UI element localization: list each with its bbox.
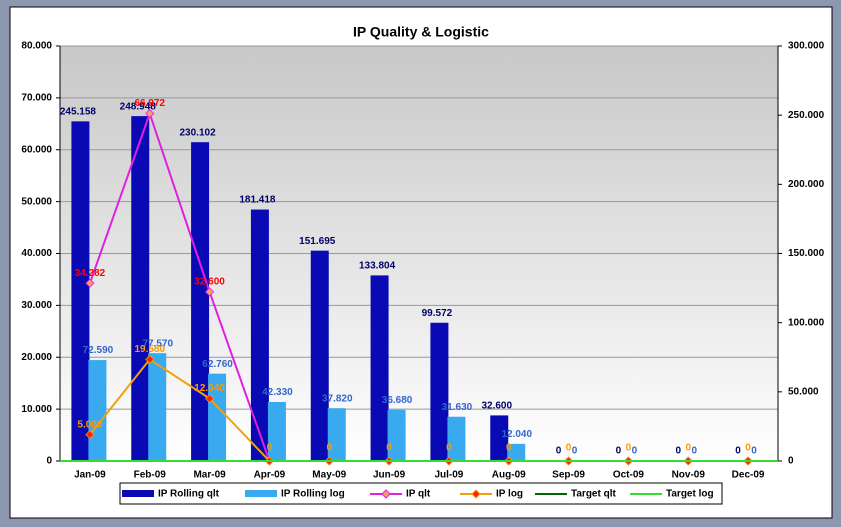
x-tick-label: Dec-09 xyxy=(732,470,765,481)
legend-label: Target qlt xyxy=(571,489,616,500)
data-label: 12.040 xyxy=(194,383,225,394)
bar xyxy=(430,322,449,462)
data-label: 0 xyxy=(626,443,632,454)
data-label: 230.102 xyxy=(180,127,217,138)
data-label: 0 xyxy=(446,443,452,454)
data-label: 19.580 xyxy=(134,344,165,355)
data-label: 37.820 xyxy=(322,393,353,404)
data-label: 36.680 xyxy=(382,395,413,406)
x-tick-label: May-09 xyxy=(312,470,346,481)
x-tick-label: Jan-09 xyxy=(74,470,106,481)
data-label: 12.040 xyxy=(501,429,532,440)
data-label: 0 xyxy=(506,443,512,454)
x-tick-label: Jun-09 xyxy=(373,470,406,481)
y2-tick-label: 300.000 xyxy=(788,41,825,52)
data-label: 32.600 xyxy=(481,401,512,412)
data-label: 0 xyxy=(685,443,691,454)
data-label: 0 xyxy=(572,446,578,457)
data-label: 77.570 xyxy=(142,338,173,349)
marker xyxy=(85,430,95,440)
data-label: 72.590 xyxy=(83,345,114,356)
y2-tick-label: 50.000 xyxy=(788,386,819,397)
bar xyxy=(310,250,329,462)
data-label: 66.972 xyxy=(134,98,165,109)
x-tick-label: Apr-09 xyxy=(254,470,286,481)
x-tick-label: Jul-09 xyxy=(434,470,463,481)
data-label: 0 xyxy=(735,446,741,457)
data-label: 0 xyxy=(566,443,572,454)
bar xyxy=(370,275,389,462)
legend-swatch xyxy=(122,490,154,497)
bar xyxy=(88,360,107,462)
data-label: 0 xyxy=(386,443,392,454)
data-label: 0 xyxy=(267,443,273,454)
data-label: 133.804 xyxy=(359,261,396,272)
y-tick-label: 10.000 xyxy=(21,404,52,415)
y2-tick-label: 100.000 xyxy=(788,317,825,328)
legend-swatch xyxy=(245,490,277,497)
data-label: 0 xyxy=(326,443,332,454)
marker xyxy=(145,109,155,119)
legend-marker xyxy=(471,489,481,499)
marker xyxy=(145,354,155,364)
data-label: 62.760 xyxy=(202,359,233,370)
legend xyxy=(119,482,723,505)
x-tick-label: Sep-09 xyxy=(552,470,585,481)
legend-marker xyxy=(381,489,391,499)
bar xyxy=(131,116,150,462)
data-label: 0 xyxy=(675,446,681,457)
y2-tick-label: 250.000 xyxy=(788,110,825,121)
y-tick-label: 20.000 xyxy=(21,352,52,363)
data-label: 42.330 xyxy=(262,387,293,398)
legend-label: Target log xyxy=(666,489,714,500)
y2-tick-label: 150.000 xyxy=(788,248,825,259)
y-tick-label: 30.000 xyxy=(21,300,52,311)
x-tick-label: Oct-09 xyxy=(613,470,645,481)
y-tick-label: 0 xyxy=(46,456,52,467)
data-label: 99.572 xyxy=(422,308,453,319)
x-tick-label: Feb-09 xyxy=(134,470,167,481)
data-label: 0 xyxy=(691,446,697,457)
bar xyxy=(447,416,466,462)
data-label: 0 xyxy=(632,446,638,457)
data-label: 34.282 xyxy=(75,268,106,279)
data-label: 0 xyxy=(616,446,622,457)
data-label: 151.695 xyxy=(299,236,336,247)
bar xyxy=(191,142,210,462)
data-label: 32.600 xyxy=(194,277,225,288)
data-label: 181.418 xyxy=(239,195,276,206)
marker xyxy=(85,278,95,288)
data-label: 31.630 xyxy=(442,402,473,413)
y-tick-label: 50.000 xyxy=(21,196,52,207)
y2-tick-label: 200.000 xyxy=(788,179,825,190)
y-tick-label: 80.000 xyxy=(21,41,52,52)
legend-label: IP Rolling qlt xyxy=(158,489,220,500)
x-tick-label: Aug-09 xyxy=(492,470,526,481)
data-label: 245.158 xyxy=(60,107,97,118)
x-tick-label: Mar-09 xyxy=(193,470,226,481)
data-label: 0 xyxy=(751,446,757,457)
x-tick-label: Nov-09 xyxy=(672,470,706,481)
chart-title: IP Quality & Logistic xyxy=(353,24,489,40)
data-label: 0 xyxy=(556,446,562,457)
legend-label: IP Rolling log xyxy=(281,489,345,500)
y-tick-label: 70.000 xyxy=(21,93,52,104)
bar xyxy=(148,353,167,462)
data-label: 248.948 xyxy=(120,101,157,112)
y-tick-label: 60.000 xyxy=(21,144,52,155)
bar xyxy=(71,121,90,462)
legend-label: IP qlt xyxy=(406,489,431,500)
marker xyxy=(205,287,215,297)
data-label: 5.080 xyxy=(77,419,102,430)
data-label: 0 xyxy=(745,443,751,454)
y2-tick-label: 0 xyxy=(788,456,794,467)
marker xyxy=(205,393,215,404)
legend-label: IP log xyxy=(496,489,523,500)
bar xyxy=(250,209,269,462)
y-tick-label: 40.000 xyxy=(21,248,52,259)
